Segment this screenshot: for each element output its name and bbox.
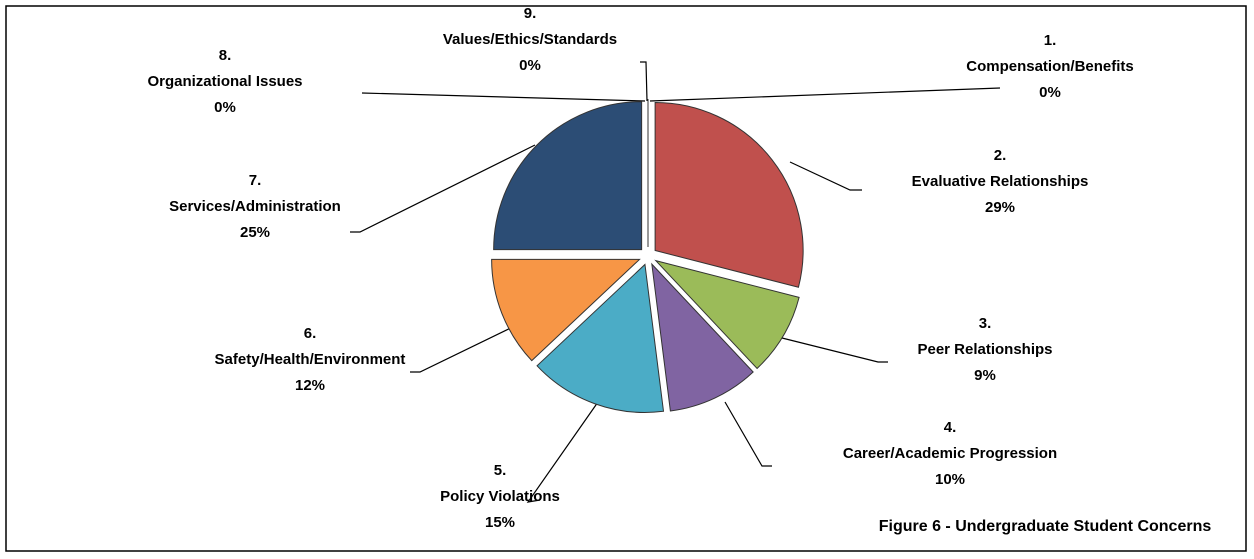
chart-title: Figure 6 - Undergraduate Student Concern… <box>879 518 1212 535</box>
category-number: 6. <box>304 325 317 342</box>
category-name: Safety/Health/Environment <box>215 351 406 368</box>
category-label: 9. Values/Ethics/Standards <box>443 5 617 48</box>
pie-slice <box>493 101 643 251</box>
category-label: 3. Peer Relationships <box>917 315 1052 358</box>
category-label: 5. Policy Violations <box>440 462 560 505</box>
pie-slice <box>536 263 665 413</box>
category-name: Services/Administration <box>169 198 341 215</box>
frame <box>5 5 1247 552</box>
category-number: 3. <box>979 315 992 332</box>
category-number: 8. <box>219 47 232 64</box>
category-label: 4. Career/Academic Progression <box>843 419 1057 462</box>
category-name: Evaluative Relationships <box>912 173 1089 190</box>
value-label: 9% <box>974 367 996 384</box>
category-number: 1. <box>1044 32 1057 49</box>
pie-slice <box>651 262 754 412</box>
value-label: 0% <box>1039 84 1061 101</box>
category-number: 4. <box>944 419 957 436</box>
category-number: 2. <box>994 147 1007 164</box>
category-name: Compensation/Benefits <box>966 58 1134 75</box>
category-label: 8. Organizational Issues <box>147 47 302 90</box>
value-label: 15% <box>485 514 515 531</box>
value-label: 25% <box>240 224 270 241</box>
pie-slice <box>654 101 804 288</box>
category-label: 7. Services/Administration <box>169 172 341 215</box>
category-name: Career/Academic Progression <box>843 445 1057 462</box>
pie-slice <box>654 259 800 370</box>
pie-slice <box>491 258 641 362</box>
value-label: 29% <box>985 199 1015 216</box>
category-label: 1. Compensation/Benefits <box>966 32 1134 75</box>
category-number: 9. <box>524 5 537 22</box>
value-label: 12% <box>295 377 325 394</box>
category-name: Organizational Issues <box>147 73 302 90</box>
category-label: 2. Evaluative Relationships <box>912 147 1089 190</box>
category-number: 5. <box>494 462 507 479</box>
category-name: Values/Ethics/Standards <box>443 31 617 48</box>
value-label: 0% <box>519 57 541 74</box>
category-label: 6. Safety/Health/Environment <box>215 325 406 368</box>
value-label: 10% <box>935 471 965 488</box>
category-name: Peer Relationships <box>917 341 1052 358</box>
category-name: Policy Violations <box>440 488 560 505</box>
leader-lines <box>350 61 1001 503</box>
value-label: 0% <box>214 99 236 116</box>
category-number: 7. <box>249 172 262 189</box>
